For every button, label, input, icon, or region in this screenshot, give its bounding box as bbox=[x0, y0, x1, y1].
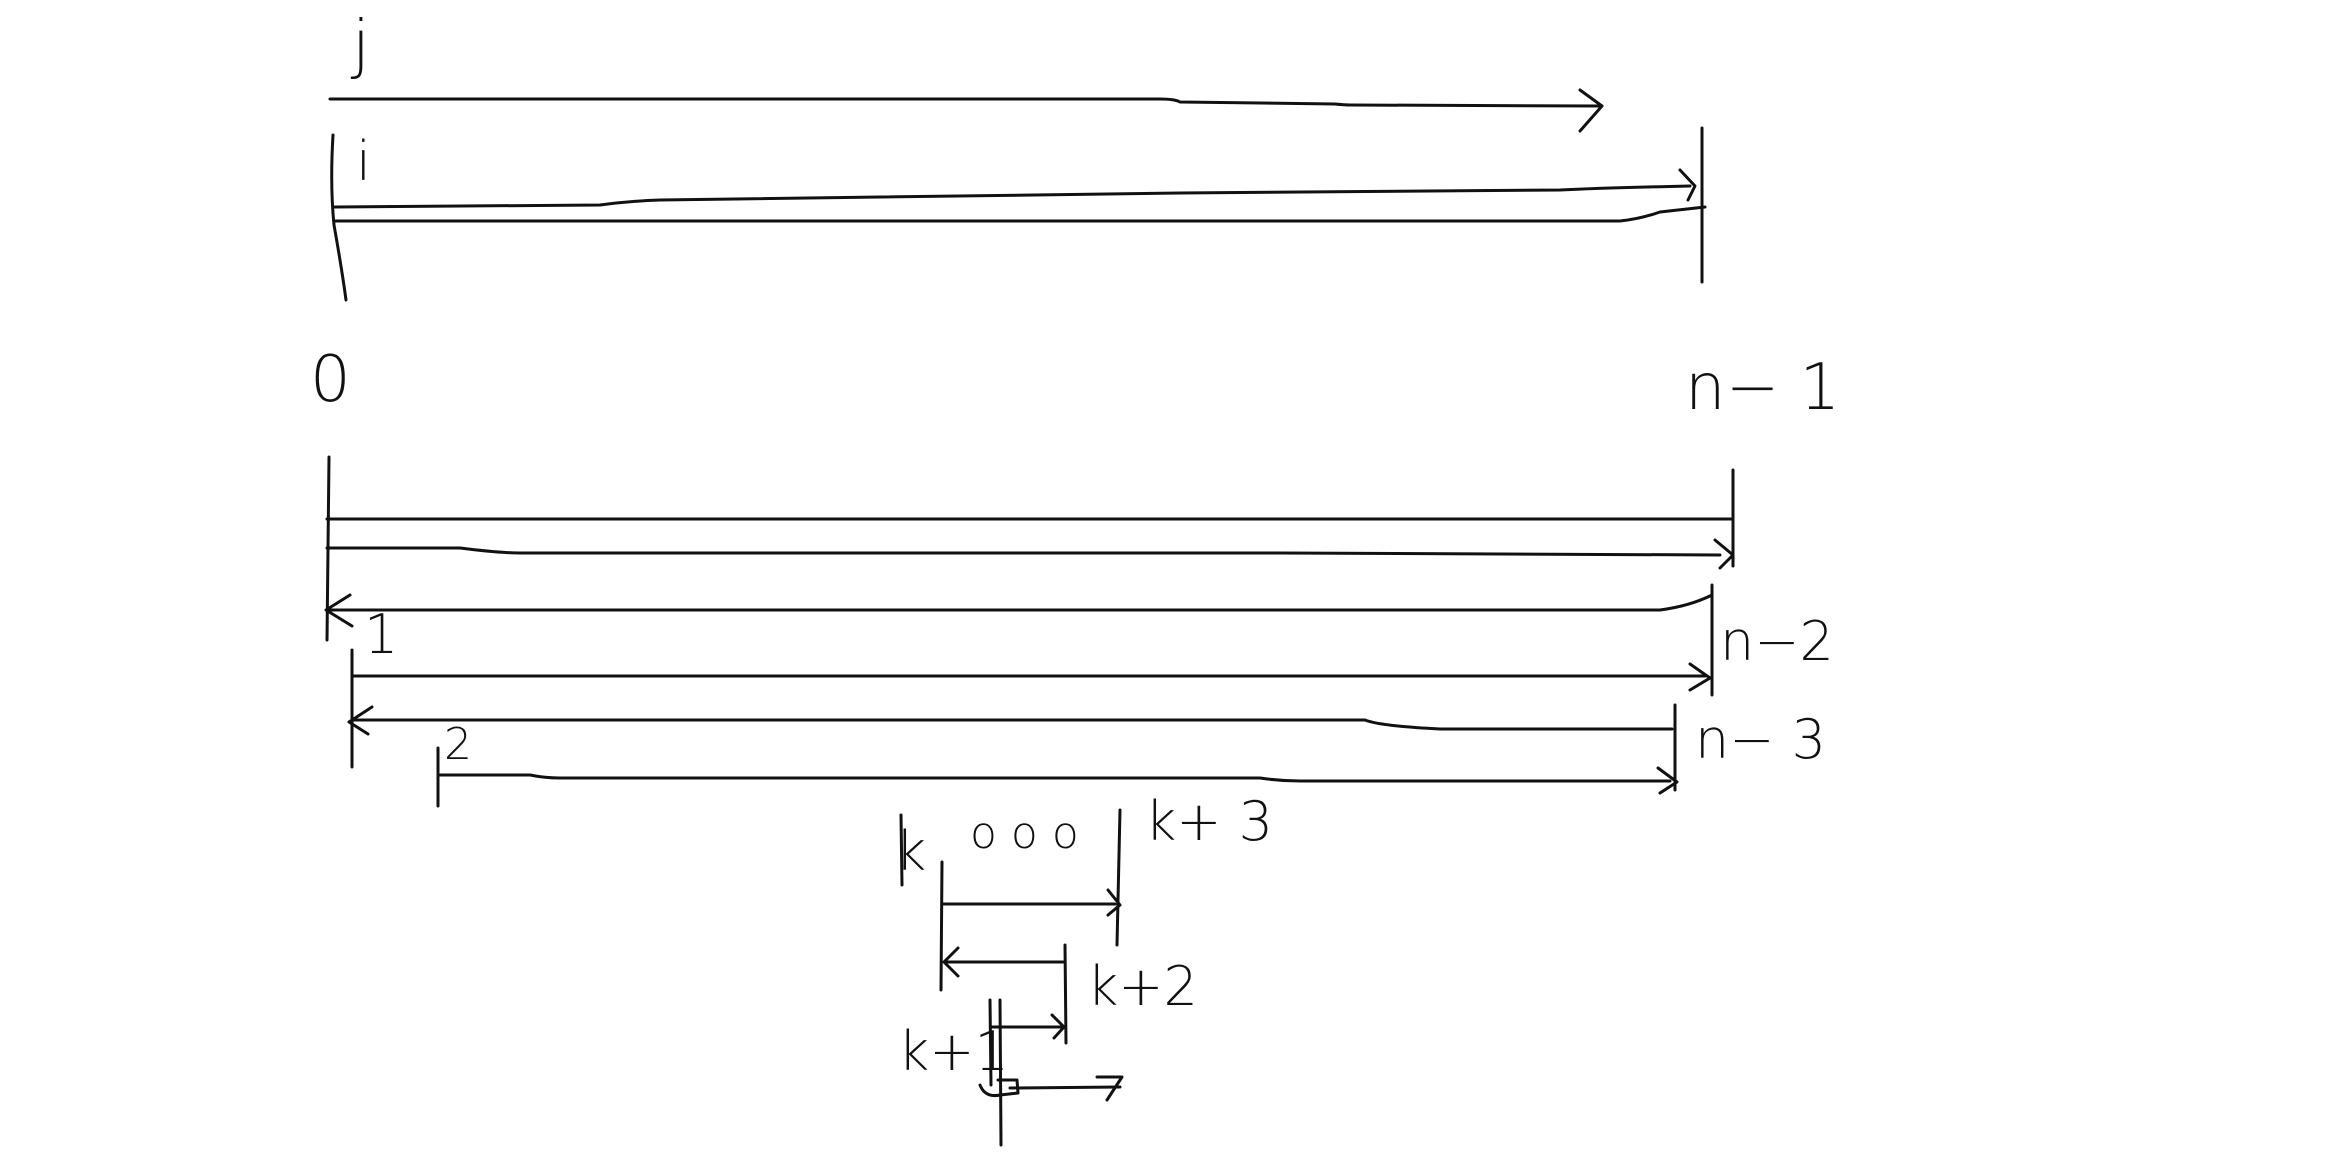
arrowhead-n-2-to-0 bbox=[324, 593, 354, 628]
arrowhead-k-2-to-k bbox=[942, 946, 960, 978]
final-arrowhead bbox=[1095, 1075, 1124, 1102]
final-arrow bbox=[1008, 1085, 1122, 1090]
label-j: j bbox=[350, 8, 370, 82]
label-ellipsis: o o o bbox=[970, 808, 1079, 859]
small-loop-mark bbox=[978, 1078, 1020, 1097]
label-n-minus-1: n− 1 bbox=[1685, 351, 1840, 425]
left-tick-top bbox=[330, 133, 348, 302]
label-two: 2 bbox=[444, 719, 472, 770]
top-section: j i bbox=[328, 8, 1707, 302]
left-tick-k-1 bbox=[988, 998, 993, 1087]
arrowhead-2-to-n-3 bbox=[1656, 766, 1679, 795]
arrow-n-2-to-0 bbox=[328, 593, 1714, 612]
label-k-plus-3: k+ 3 bbox=[1145, 790, 1273, 853]
left-tick-k bbox=[899, 813, 904, 887]
label-one: 1 bbox=[364, 603, 398, 666]
arrow-n-3-to-1 bbox=[352, 718, 1674, 731]
arrow-j bbox=[328, 97, 1604, 108]
label-k: k bbox=[895, 820, 926, 883]
label-i: i bbox=[356, 130, 371, 193]
arrowhead-1-to-n-2 bbox=[1688, 662, 1712, 692]
arrowhead-k-to-k-3 bbox=[1106, 888, 1122, 917]
arrow-0-to-n-1 bbox=[325, 546, 1722, 557]
label-n-minus-2: n−2 bbox=[1720, 610, 1834, 673]
right-tick-k-3 bbox=[1115, 808, 1122, 947]
arrowhead-n-3-to-1 bbox=[347, 705, 374, 736]
center-tick bbox=[998, 998, 1003, 1147]
right-tick-k-2 bbox=[1063, 943, 1068, 1045]
arrowhead-k-1-to-k-2 bbox=[1050, 1013, 1066, 1040]
label-n-minus-3: n− 3 bbox=[1695, 708, 1826, 771]
baseline-i bbox=[333, 205, 1707, 223]
label-zero: 0 bbox=[310, 343, 351, 417]
arrow-i bbox=[333, 184, 1692, 209]
arrow-2-to-n-3 bbox=[438, 773, 1672, 783]
label-k-plus-2: k+2 bbox=[1087, 955, 1198, 1018]
bottom-section: k o o o k+ 3 k+2 k+1 bbox=[895, 790, 1273, 1147]
arrowhead-i bbox=[1678, 168, 1697, 202]
arrowhead-0-to-n-1 bbox=[1713, 538, 1735, 570]
middle-section: 1 n−2 n− 3 2 bbox=[324, 455, 1834, 808]
arrowhead-j bbox=[1578, 88, 1604, 133]
left-tick-k-plus bbox=[939, 860, 944, 992]
